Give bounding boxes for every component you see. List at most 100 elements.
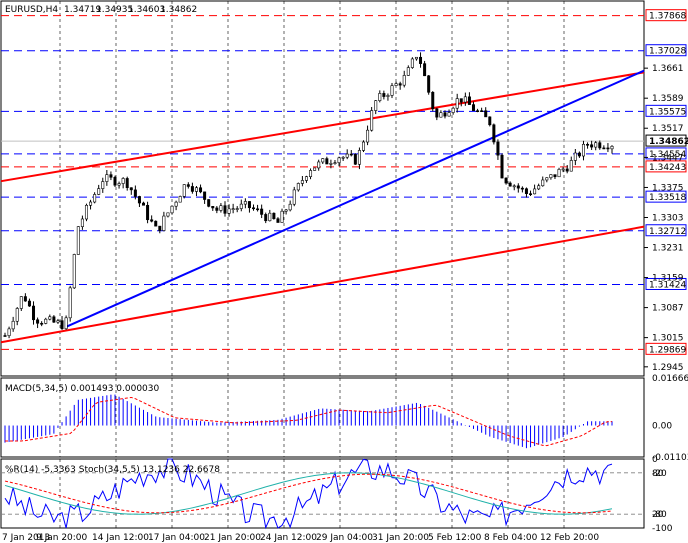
candle-body bbox=[288, 203, 292, 211]
candle-body bbox=[101, 181, 105, 189]
candle-body bbox=[150, 219, 154, 222]
candle-body bbox=[467, 96, 471, 105]
current-price-label: 1.34862 bbox=[649, 137, 688, 147]
candle-body bbox=[142, 202, 146, 206]
candle-body bbox=[423, 63, 427, 77]
y-tick-label: 1.3661 bbox=[652, 64, 684, 74]
trendline bbox=[0, 71, 645, 183]
candle-body bbox=[300, 180, 304, 184]
candle-body bbox=[129, 187, 133, 191]
candle-body bbox=[105, 174, 109, 182]
x-tick-label: 5 Feb 12:00 bbox=[428, 533, 482, 543]
candle-body bbox=[304, 176, 308, 181]
candle-body bbox=[166, 212, 170, 217]
candle-body bbox=[590, 144, 594, 148]
candle-body bbox=[247, 201, 251, 209]
candle-body bbox=[577, 152, 581, 157]
candle-body bbox=[492, 124, 496, 143]
candle-body bbox=[610, 145, 614, 150]
candle-body bbox=[292, 189, 296, 205]
candle-body bbox=[333, 162, 337, 164]
candle-body bbox=[414, 56, 418, 60]
level-label: 1.37028 bbox=[649, 47, 686, 57]
candle-body bbox=[561, 168, 565, 171]
candle-body bbox=[455, 98, 459, 109]
candle-body bbox=[557, 169, 561, 178]
candle-body bbox=[500, 154, 504, 179]
williams-r-line bbox=[4, 458, 613, 530]
candle-body bbox=[68, 287, 72, 319]
candle-body bbox=[569, 160, 573, 172]
candle-body bbox=[268, 212, 272, 222]
level-label-box bbox=[645, 342, 687, 355]
candle-body bbox=[11, 320, 15, 330]
y-tick-label: 1.2945 bbox=[652, 363, 684, 373]
candle-body bbox=[56, 320, 60, 323]
macd-y-label: -0.011031 bbox=[652, 453, 688, 463]
candle-body bbox=[72, 254, 76, 289]
candle-body bbox=[398, 83, 402, 86]
candle-body bbox=[93, 194, 97, 203]
candle-body bbox=[23, 296, 27, 302]
candle-body bbox=[451, 107, 455, 113]
candle-body bbox=[3, 335, 7, 337]
y-tick-label: 1.3447 bbox=[652, 153, 684, 163]
candle-body bbox=[44, 318, 48, 324]
x-tick-label: 31 Jan 20:00 bbox=[372, 533, 429, 543]
candle-body bbox=[125, 178, 129, 188]
macd-panel-frame bbox=[0, 377, 645, 458]
candle-body bbox=[378, 93, 382, 101]
level-label-box bbox=[645, 44, 687, 57]
candle-body bbox=[211, 206, 215, 209]
candle-body bbox=[463, 96, 467, 103]
x-tick-label: 24 Jan 12:00 bbox=[260, 533, 317, 543]
candle-body bbox=[109, 174, 113, 178]
candle-body bbox=[410, 58, 414, 68]
candle-body bbox=[606, 147, 610, 150]
y-axis-labels: 1.3661 1.3589 1.3517 1.3447 1.3375 1.3303 1.32… bbox=[644, 64, 684, 373]
candle-body bbox=[284, 209, 288, 212]
candle-body bbox=[199, 187, 203, 193]
main-panel-frame bbox=[0, 0, 645, 377]
candle-body bbox=[541, 179, 545, 187]
candle-body bbox=[366, 129, 370, 143]
candle-body bbox=[223, 205, 227, 214]
current-price-box bbox=[645, 134, 687, 147]
candle-body bbox=[431, 91, 435, 110]
candle-body bbox=[231, 208, 235, 210]
candle-body bbox=[186, 184, 190, 187]
candle-body bbox=[7, 328, 11, 336]
level-label: 1.33518 bbox=[649, 193, 686, 203]
candle-body bbox=[137, 196, 141, 204]
candle-body bbox=[60, 320, 64, 330]
candle-body bbox=[598, 142, 602, 149]
candle-body bbox=[419, 56, 423, 64]
x-tick-label: 21 Jan 20:00 bbox=[204, 533, 261, 543]
candle-body bbox=[537, 185, 541, 190]
candle-body bbox=[64, 317, 68, 330]
candle-body bbox=[296, 183, 300, 191]
candle-body bbox=[529, 193, 533, 195]
stoch-main-line bbox=[4, 472, 613, 515]
candle-body bbox=[402, 75, 406, 86]
candle-body bbox=[524, 188, 528, 194]
y-tick-label: 1.3517 bbox=[652, 124, 684, 134]
candle-body bbox=[239, 203, 243, 209]
candle-body bbox=[260, 208, 264, 215]
x-tick-label: 8 Feb 04:00 bbox=[484, 533, 538, 543]
y-tick-label: 1.3087 bbox=[652, 304, 684, 314]
candle-body bbox=[349, 153, 353, 156]
candle-body bbox=[341, 156, 345, 159]
level-label: 1.29869 bbox=[649, 345, 686, 355]
trendline bbox=[0, 225, 645, 344]
candle-body bbox=[370, 110, 374, 131]
candle-body bbox=[215, 207, 219, 211]
level-label: 1.34243 bbox=[649, 163, 686, 173]
candle-body bbox=[545, 177, 549, 181]
candle-body bbox=[512, 185, 516, 188]
x-tick-label: 7 Jan 2013 bbox=[2, 533, 50, 543]
candle-body bbox=[89, 201, 93, 206]
candle-body bbox=[357, 150, 361, 165]
